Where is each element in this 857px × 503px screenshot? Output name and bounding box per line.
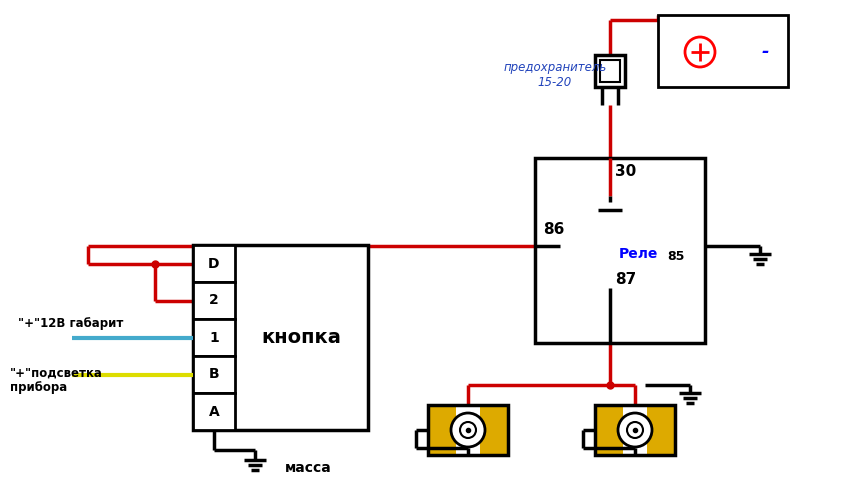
- Bar: [595, 405, 623, 455]
- Text: B: B: [209, 368, 219, 381]
- Bar: [595, 55, 625, 87]
- Text: "+"подсветка
прибора: "+"подсветка прибора: [10, 367, 103, 394]
- Text: масса: масса: [285, 461, 332, 475]
- Bar: [428, 405, 508, 455]
- Bar: [647, 405, 675, 455]
- Text: 2: 2: [209, 293, 219, 307]
- Bar: [658, 15, 788, 87]
- Text: 85: 85: [667, 249, 685, 263]
- Text: предохранитель
15-20: предохранитель 15-20: [503, 61, 607, 89]
- Bar: [193, 282, 235, 319]
- Bar: [193, 356, 235, 393]
- Text: Реле: Реле: [618, 247, 657, 261]
- Text: D: D: [208, 257, 219, 271]
- Bar: [428, 405, 456, 455]
- Text: 1: 1: [209, 330, 219, 345]
- Circle shape: [451, 413, 485, 447]
- Bar: [193, 245, 235, 282]
- Text: 87: 87: [615, 273, 636, 288]
- Bar: [193, 393, 235, 430]
- Text: 30: 30: [615, 164, 636, 180]
- Bar: [600, 60, 620, 82]
- Text: 86: 86: [543, 222, 565, 237]
- Text: кнопка: кнопка: [261, 328, 341, 347]
- Circle shape: [685, 37, 715, 67]
- Text: A: A: [208, 404, 219, 418]
- Bar: [193, 319, 235, 356]
- Text: -: -: [761, 43, 769, 61]
- Circle shape: [627, 422, 643, 438]
- Bar: [595, 405, 675, 455]
- Text: "+"12В габарит: "+"12В габарит: [18, 317, 123, 330]
- Bar: [535, 158, 705, 343]
- Bar: [193, 245, 368, 430]
- Circle shape: [618, 413, 652, 447]
- Bar: [480, 405, 508, 455]
- Circle shape: [460, 422, 476, 438]
